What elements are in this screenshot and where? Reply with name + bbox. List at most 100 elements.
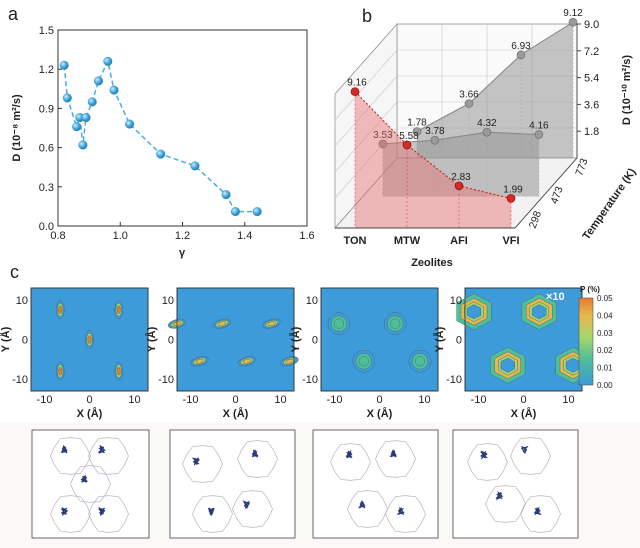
chart-a-frame — [57, 29, 308, 227]
framework-ring — [182, 445, 223, 483]
chart-b-ztick-label: 3.6 — [584, 99, 599, 111]
adsorbate-molecule — [533, 506, 542, 516]
heatmap-1: -10 -10 0 0 10 10 X (Å) Y (Å) — [0, 287, 149, 420]
heatmap-ytick-label: -10 — [158, 374, 174, 386]
adsorbate-molecule — [345, 449, 353, 459]
framework-ring — [510, 437, 551, 475]
adsorbate-molecule — [251, 448, 259, 458]
chart-a-point — [78, 140, 88, 150]
chart-b-point — [402, 140, 412, 150]
chart-b-point — [454, 181, 464, 191]
heatmap-xtick-label: 0 — [520, 394, 526, 406]
density-contour — [58, 305, 63, 314]
heatmap-xtick-label: -10 — [327, 394, 343, 406]
chart-a-xlabel: γ — [179, 247, 186, 259]
chart-b-area-2 — [417, 22, 573, 158]
chart-b-data-label: 6.93 — [511, 41, 531, 52]
heatmap-3: -10 -10 0 0 10 10 X (Å) Y (Å) — [289, 287, 439, 420]
chart-b-point — [430, 135, 440, 145]
heatmap-xtick-label: -10 — [183, 394, 199, 406]
chart-a-point — [156, 149, 166, 159]
heatmap-ylabel: Y (Å) — [433, 326, 446, 352]
density-contour — [414, 356, 426, 367]
framework-ring — [330, 443, 371, 481]
chart-b-temp-label: 473 — [548, 185, 565, 206]
heatmap-xtick-label: -10 — [37, 394, 53, 406]
chart-c-colorbar-title: P (%) — [580, 285, 600, 294]
adsorbate-molecule — [521, 445, 529, 455]
chart-a-point — [81, 113, 91, 123]
chart-b-ylabel: Temperature (K) — [580, 166, 638, 242]
colorbar-tick-label: 0.00 — [597, 381, 613, 390]
chart-b-data-label: 9.16 — [347, 78, 367, 89]
chart-b-ztick-label: 7.2 — [584, 46, 599, 58]
chart-b-point — [378, 139, 388, 149]
chart-c-annotation: ×10 — [546, 291, 565, 303]
heatmap-ytick-label: 0 — [312, 335, 318, 347]
heatmap-xtick-label: 0 — [86, 394, 92, 406]
structure-frame — [31, 429, 150, 539]
chart-a-point — [59, 60, 69, 70]
adsorbate-molecule — [80, 474, 89, 483]
heatmap-4: -10 -10 0 0 10 10 X (Å) Y (Å) — [433, 287, 591, 420]
chart-a-ytick-label: 0.3 — [39, 182, 54, 194]
heatmap-xtick-label: 10 — [418, 394, 430, 406]
chart-b-area-0 — [355, 91, 511, 229]
chart-a-point — [109, 85, 119, 95]
framework-ring — [88, 495, 129, 533]
chart-a-ylabel: D (10⁻⁸ m²/s) — [11, 94, 23, 162]
adsorbate-molecule — [242, 500, 251, 510]
framework-ring — [520, 495, 561, 533]
structure-snapshot-1 — [31, 429, 150, 539]
chart-b-point — [350, 87, 360, 96]
chart-b-data-label: 5.58 — [399, 131, 419, 142]
chart-b-category-label: TON — [343, 235, 366, 247]
heatmap-ytick-label: 10 — [306, 295, 318, 307]
chart-a-xtick-label: 1.0 — [113, 230, 128, 242]
chart-b-category-label: VFI — [502, 235, 519, 247]
chart-b-category-label: MTW — [394, 235, 421, 247]
chart-a-point — [252, 207, 262, 217]
density-contour — [532, 304, 547, 320]
heatmap-ylabel: Y (Å) — [0, 326, 12, 352]
colorbar-tick-label: 0.02 — [597, 346, 613, 355]
chart-a-ytick-label: 1.2 — [39, 64, 54, 76]
chart-a-xtick-label: 1.2 — [175, 230, 190, 242]
chart-b-area-1 — [382, 132, 539, 197]
heatmap-xtick-label: 10 — [562, 394, 574, 406]
chart-a-point — [190, 161, 200, 171]
chart-b-point — [482, 127, 492, 137]
chart-b-point — [506, 194, 516, 203]
adsorbate-molecule — [358, 500, 366, 509]
heatmap-xlabel: X (Å) — [223, 407, 249, 420]
chart-a-xtick-label: 1.4 — [237, 230, 252, 242]
heatmap-xtick-label: 0 — [232, 394, 238, 406]
chart-b-temp-label: 773 — [573, 157, 590, 178]
chart-a-ytick-label: 0.9 — [39, 103, 54, 115]
adsorbate-molecule — [191, 457, 201, 467]
heatmap-xtick-label: 10 — [128, 394, 140, 406]
chart-a-point — [125, 119, 135, 129]
heatmap-ytick-label: 10 — [450, 295, 462, 307]
chart-b-temp-label: 298 — [527, 209, 544, 230]
framework-ring — [70, 465, 111, 503]
chart-b-point — [412, 127, 422, 136]
framework-ring — [50, 495, 91, 533]
density-contour — [390, 318, 401, 329]
density-contour — [217, 321, 227, 326]
structures-d — [0, 423, 640, 548]
chart-b-point — [568, 17, 578, 27]
chart-a-point — [103, 56, 113, 66]
chart-b-data-label: 4.32 — [477, 118, 497, 129]
chart-a-point — [87, 97, 97, 107]
heatmap-ylabel: Y (Å) — [289, 326, 302, 352]
adsorbate-molecule — [479, 450, 489, 460]
chart-a-ytick-label: 0.0 — [39, 221, 54, 233]
colorbar-tick-label: 0.04 — [597, 311, 613, 320]
chart-a-ytick-label: 1.5 — [39, 25, 54, 37]
colorbar-tick-label: 0.05 — [597, 294, 613, 303]
heatmap-ytick-label: 0 — [168, 335, 174, 347]
chart-b-data-label: 9.12 — [563, 8, 583, 19]
density-contour — [358, 356, 369, 367]
